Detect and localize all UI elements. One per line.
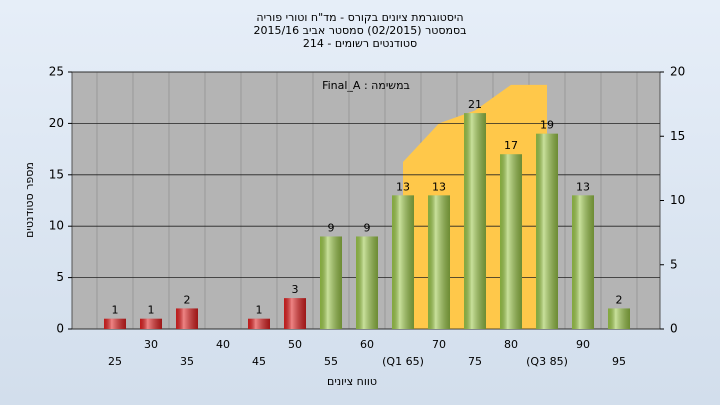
x-tick-label: 95	[612, 355, 626, 368]
x-axis-label: טווח ציונים	[327, 375, 377, 388]
y-tick-label: 20	[49, 116, 64, 130]
x-tick-label: 25	[108, 355, 122, 368]
x-tick-label: 90	[576, 338, 590, 351]
x-tick-label: 50	[288, 338, 302, 351]
bar-shine	[176, 308, 198, 329]
x-tick-label: 70	[432, 338, 446, 351]
y-tick-label: 0	[56, 322, 64, 336]
x-tick-label: 55	[324, 355, 338, 368]
data-label: 2	[616, 293, 623, 306]
bar-shine	[356, 236, 378, 329]
data-label: 1	[256, 304, 263, 317]
y2-tick-label: 15	[670, 129, 685, 143]
data-label: 13	[432, 180, 446, 193]
bar-shine	[428, 195, 450, 329]
y2-tick-label: 10	[670, 193, 685, 207]
data-label: 17	[504, 139, 518, 152]
data-label: 9	[328, 221, 335, 234]
bar-shine	[140, 318, 162, 329]
y2-tick-label: 5	[670, 257, 678, 271]
x-tick-label: (Q1 65)	[382, 355, 424, 368]
x-tick-label: (Q3 85)	[526, 355, 568, 368]
data-label: 9	[364, 221, 371, 234]
x-tick-label: 80	[504, 338, 518, 351]
data-label: 1	[148, 304, 155, 317]
data-label: 13	[576, 180, 590, 193]
y2-tick-label: 0	[670, 322, 678, 336]
x-tick-label: 35	[180, 355, 194, 368]
y-tick-label: 10	[49, 219, 64, 233]
plot-layer: 0 5 10 15 20 25 0 5 10 15 20 25 1 30 1 35 2 40 45 1 50 3 55 9 60…	[49, 65, 686, 369]
bar-shine	[392, 195, 414, 329]
data-label: 21	[468, 98, 482, 111]
data-label: 1	[112, 304, 119, 317]
bar-shine	[320, 236, 342, 329]
y-tick-label: 25	[49, 65, 64, 79]
bar-shine	[104, 318, 126, 329]
bar-shine	[248, 318, 270, 329]
bar-shine	[464, 113, 486, 330]
data-label: 2	[184, 293, 191, 306]
y2-tick-label: 20	[670, 65, 685, 79]
x-tick-label: 30	[144, 338, 158, 351]
x-tick-label: 75	[468, 355, 482, 368]
data-label: 3	[292, 283, 299, 296]
y-tick-label: 15	[49, 167, 64, 181]
annotation: Final_A : במשימה	[322, 79, 410, 92]
bar-shine	[572, 195, 594, 329]
bar-shine	[608, 308, 630, 329]
x-tick-label: 60	[360, 338, 374, 351]
bar-shine	[284, 298, 306, 329]
chart-subtitle: בסמסטר (02/2015) סמסטר אביב 2015/16	[253, 24, 466, 37]
chart-title: היסטוגרמת ציונים בקורס - מד"ח וטורי פורי…	[256, 11, 463, 24]
bar-shine	[500, 154, 522, 329]
bar-shine	[536, 133, 558, 329]
data-label: 13	[396, 180, 410, 193]
x-tick-label: 45	[252, 355, 266, 368]
y-axis-label: מספר סטודנטים	[23, 162, 36, 238]
x-tick-label: 40	[216, 338, 230, 351]
y-tick-label: 5	[56, 270, 64, 284]
data-label: 19	[540, 119, 554, 132]
chart-subtitle: סטודנטים רשומים - 214	[303, 37, 417, 50]
